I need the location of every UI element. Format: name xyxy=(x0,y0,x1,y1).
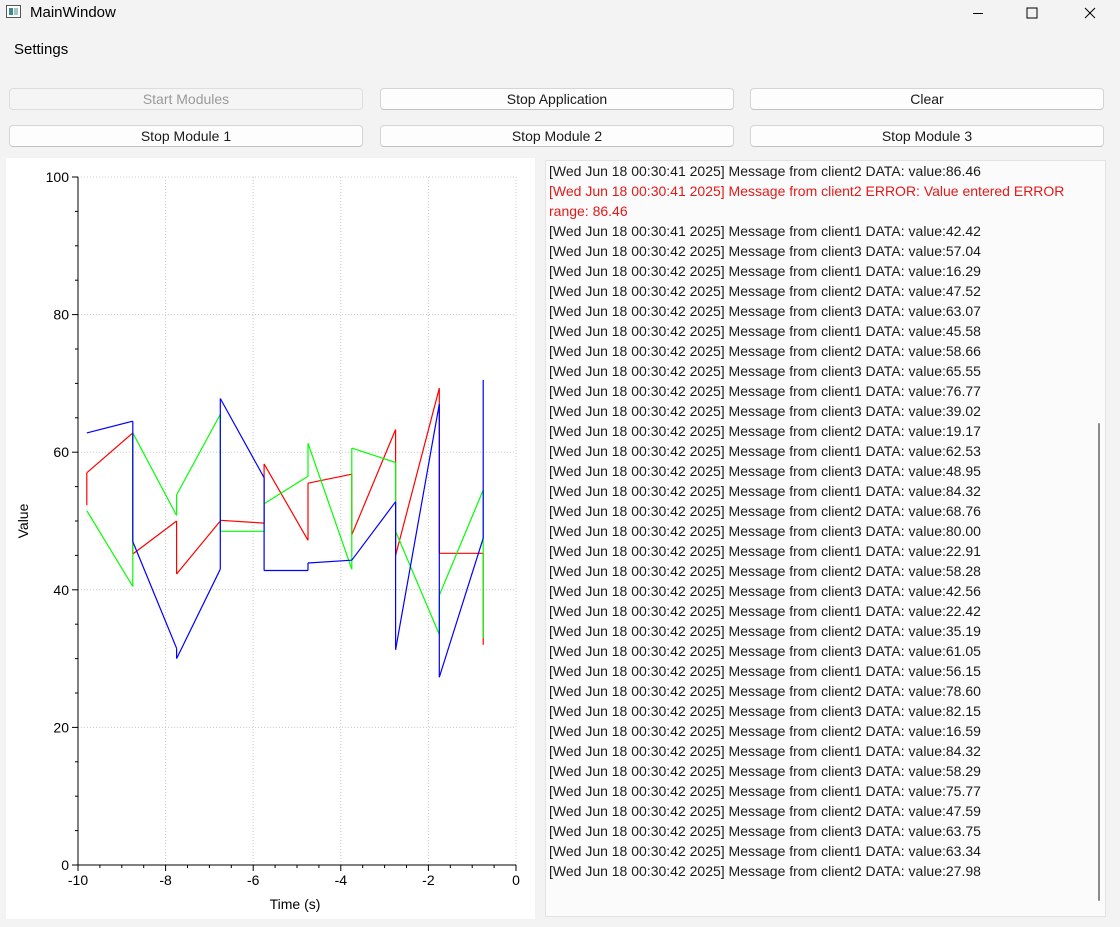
series-1-segment xyxy=(132,520,177,555)
chart-panel: -10 -8 -6 -4 -2 0 0 20 40 60 80 100 Time (s) Value xyxy=(6,158,535,919)
stop-module-1-button[interactable]: Stop Module 1 xyxy=(9,125,363,147)
series-1-segment xyxy=(176,520,221,575)
log-entry: [Wed Jun 18 00:30:42 2025] Message from … xyxy=(549,723,981,739)
log-entry: [Wed Jun 18 00:30:42 2025] Message from … xyxy=(549,243,981,259)
log-entry: [Wed Jun 18 00:30:42 2025] Message from … xyxy=(549,603,981,619)
log-entry: [Wed Jun 18 00:30:42 2025] Message from … xyxy=(549,443,981,459)
series-2-segment xyxy=(132,432,178,516)
log-entry: [Wed Jun 18 00:30:42 2025] Message from … xyxy=(549,343,981,359)
log-entry: [Wed Jun 18 00:30:42 2025] Message from … xyxy=(549,803,981,819)
series-2-segment xyxy=(351,447,396,464)
log-entry: [Wed Jun 18 00:30:42 2025] Message from … xyxy=(549,403,981,419)
log-list: [Wed Jun 18 00:30:41 2025] Message from … xyxy=(549,161,1089,881)
maximize-icon xyxy=(1026,7,1038,19)
log-entry: [Wed Jun 18 00:30:42 2025] Message from … xyxy=(549,763,981,779)
stop-module-2-button[interactable]: Stop Module 2 xyxy=(380,125,734,147)
log-entry: [Wed Jun 18 00:30:42 2025] Message from … xyxy=(549,743,981,759)
x-tick-label: 0 xyxy=(512,872,520,888)
log-entry: [Wed Jun 18 00:30:42 2025] Message from … xyxy=(549,783,981,799)
series-3-segment xyxy=(438,538,484,678)
log-entry: [Wed Jun 18 00:30:42 2025] Message from … xyxy=(549,563,981,579)
log-scrollbar[interactable] xyxy=(1098,423,1100,901)
series-3-segment xyxy=(307,559,352,564)
series-2-segment xyxy=(307,443,353,570)
log-panel[interactable]: [Wed Jun 18 00:30:41 2025] Message from … xyxy=(545,160,1106,917)
log-entry: [Wed Jun 18 00:30:42 2025] Message from … xyxy=(549,543,981,559)
log-entry: [Wed Jun 18 00:30:42 2025] Message from … xyxy=(549,843,981,859)
log-entry: [Wed Jun 18 00:30:42 2025] Message from … xyxy=(549,383,981,399)
clear-button[interactable]: Clear xyxy=(750,88,1104,110)
log-entry: [Wed Jun 18 00:30:41 2025] Message from … xyxy=(549,163,981,179)
maximize-button[interactable] xyxy=(1009,0,1055,26)
series-2-segment xyxy=(395,531,440,635)
start-modules-button[interactable]: Start Modules xyxy=(9,88,363,110)
log-entry: [Wed Jun 18 00:30:42 2025] Message from … xyxy=(549,683,981,699)
title-bar: MainWindow xyxy=(0,0,1120,26)
series-2-segment xyxy=(176,414,221,496)
series-3-segment xyxy=(351,501,397,561)
series-1-segment xyxy=(220,519,265,524)
stop-module-3-button[interactable]: Stop Module 3 xyxy=(750,125,1104,147)
log-entry: [Wed Jun 18 00:30:42 2025] Message from … xyxy=(549,283,981,299)
log-entry: [Wed Jun 18 00:30:42 2025] Message from … xyxy=(549,303,981,319)
app-window-icon xyxy=(6,5,21,18)
minimize-icon xyxy=(973,13,983,14)
x-tick-label: -8 xyxy=(159,872,172,888)
series-3 xyxy=(86,380,484,678)
y-tick-label: 100 xyxy=(46,169,70,185)
series-2-segment xyxy=(263,475,309,505)
y-tick-label: 0 xyxy=(61,857,69,873)
log-entry: [Wed Jun 18 00:30:42 2025] Message from … xyxy=(549,363,981,379)
log-entry: [Wed Jun 18 00:30:42 2025] Message from … xyxy=(549,483,981,499)
log-entry: [Wed Jun 18 00:30:42 2025] Message from … xyxy=(549,263,981,279)
stop-application-button[interactable]: Stop Application xyxy=(380,88,734,110)
series-1-segment xyxy=(263,463,309,541)
x-tick-label: -6 xyxy=(247,872,260,888)
log-entry: [Wed Jun 18 00:30:42 2025] Message from … xyxy=(549,323,981,339)
minimize-button[interactable] xyxy=(955,0,1001,26)
x-axis-title: Time (s) xyxy=(270,896,321,912)
series-3-segment xyxy=(176,568,221,659)
series-1 xyxy=(86,388,484,645)
log-entry: [Wed Jun 18 00:30:42 2025] Message from … xyxy=(549,823,981,839)
log-entry: [Wed Jun 18 00:30:42 2025] Message from … xyxy=(549,423,981,439)
log-entry: [Wed Jun 18 00:30:42 2025] Message from … xyxy=(549,863,981,879)
log-entry: [Wed Jun 18 00:30:42 2025] Message from … xyxy=(549,583,981,599)
log-entry: [Wed Jun 18 00:30:42 2025] Message from … xyxy=(549,663,981,679)
close-button[interactable] xyxy=(1067,0,1113,26)
y-tick-label: 40 xyxy=(53,582,69,598)
log-entry: [Wed Jun 18 00:30:41 2025] Message from … xyxy=(549,223,981,239)
y-tick-label: 60 xyxy=(53,444,69,460)
series-1-segment xyxy=(307,473,352,484)
x-tick-label: -10 xyxy=(68,872,88,888)
series-1-segment xyxy=(351,429,397,536)
series-1-segment xyxy=(395,388,440,556)
series-2-segment xyxy=(86,510,134,587)
series-3-segment xyxy=(86,420,133,434)
x-tick-label: -4 xyxy=(335,872,348,888)
log-entry: [Wed Jun 18 00:30:42 2025] Message from … xyxy=(549,523,981,539)
series-3-segment xyxy=(395,403,440,650)
log-entry: [Wed Jun 18 00:30:42 2025] Message from … xyxy=(549,623,981,639)
log-entry-error: [Wed Jun 18 00:30:41 2025] Message from … xyxy=(549,183,1069,219)
window-title: MainWindow xyxy=(30,4,116,21)
series-3-segment xyxy=(219,398,265,478)
y-tick-label: 20 xyxy=(53,719,69,735)
log-entry: [Wed Jun 18 00:30:42 2025] Message from … xyxy=(549,463,981,479)
line-chart: -10 -8 -6 -4 -2 0 0 20 40 60 80 100 Time (s) Value xyxy=(15,169,520,912)
y-tick-label: 80 xyxy=(53,307,69,323)
log-entry: [Wed Jun 18 00:30:42 2025] Message from … xyxy=(549,503,981,519)
close-icon xyxy=(1084,7,1096,19)
log-entry: [Wed Jun 18 00:30:42 2025] Message from … xyxy=(549,703,981,719)
series-2-segment xyxy=(438,489,484,596)
menu-settings[interactable]: Settings xyxy=(14,41,69,58)
log-entry: [Wed Jun 18 00:30:42 2025] Message from … xyxy=(549,643,981,659)
series-3-segment xyxy=(132,541,178,649)
series-1-segment xyxy=(86,432,134,474)
x-tick-label: -2 xyxy=(422,872,435,888)
y-axis-title: Value xyxy=(15,503,31,538)
